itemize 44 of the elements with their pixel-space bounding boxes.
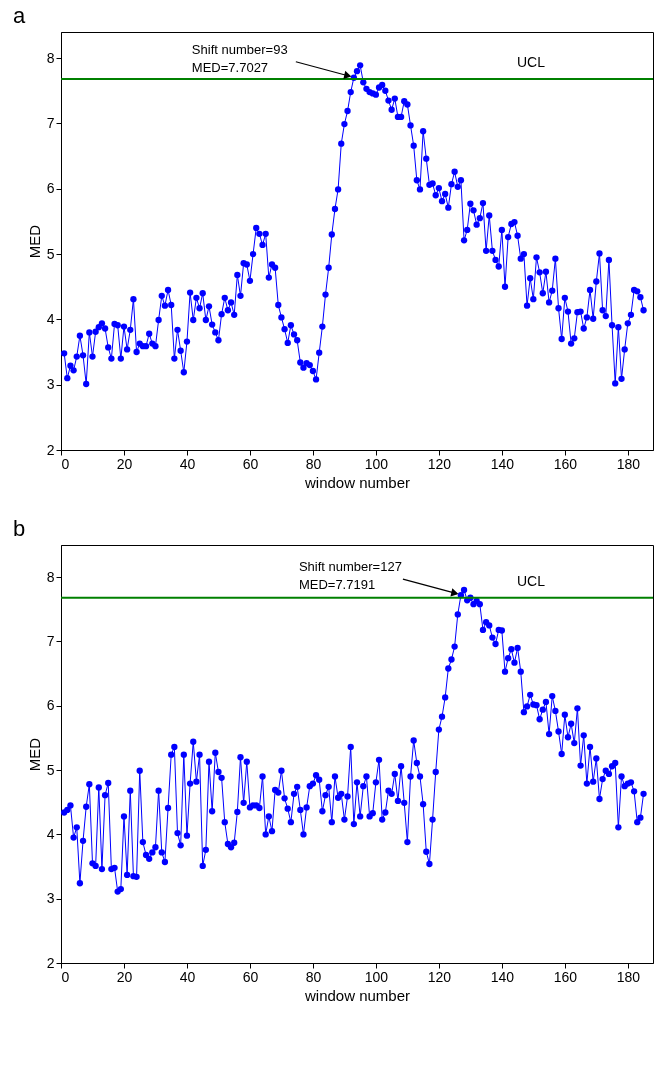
x-tick-label: 20 bbox=[116, 455, 133, 472]
x-tick-label: 20 bbox=[116, 968, 133, 985]
y-axis-title: MED bbox=[25, 737, 43, 772]
y-tick-label: 3 bbox=[46, 890, 55, 907]
y-tick-label: 2 bbox=[46, 441, 55, 458]
chart-title: b bbox=[13, 516, 26, 541]
y-tick-label: 2 bbox=[46, 954, 55, 971]
x-tick-label: 80 bbox=[305, 455, 322, 472]
x-tick-label: 120 bbox=[427, 968, 452, 985]
ref-line-label: UCL bbox=[516, 54, 546, 71]
x-axis-title: window number bbox=[303, 986, 411, 1004]
x-tick-label: 120 bbox=[427, 455, 452, 472]
x-tick-label: 0 bbox=[61, 455, 70, 472]
y-tick-label: 5 bbox=[46, 245, 55, 262]
x-tick-label: 0 bbox=[61, 968, 70, 985]
y-tick-label: 4 bbox=[46, 825, 55, 842]
y-tick-label: 5 bbox=[46, 761, 55, 778]
x-tick-label: 60 bbox=[242, 455, 259, 472]
ref-line-label: UCL bbox=[516, 572, 546, 589]
y-tick-label: 8 bbox=[46, 49, 55, 66]
x-tick-label: 160 bbox=[553, 455, 578, 472]
y-tick-label: 8 bbox=[46, 568, 55, 585]
x-tick-label: 160 bbox=[553, 968, 578, 985]
x-tick-label: 80 bbox=[305, 968, 322, 985]
x-tick-label: 60 bbox=[242, 968, 259, 985]
y-tick-label: 6 bbox=[46, 180, 55, 197]
y-tick-label: 4 bbox=[46, 310, 55, 327]
x-tick-label: 100 bbox=[364, 968, 389, 985]
annotation: Shift number=127 MED=7.7191 bbox=[298, 559, 402, 593]
y-tick-label: 6 bbox=[46, 697, 55, 714]
x-axis-title: window number bbox=[303, 473, 411, 491]
x-tick-label: 180 bbox=[616, 455, 641, 472]
x-tick-label: 40 bbox=[179, 968, 196, 985]
x-tick-label: 140 bbox=[490, 455, 515, 472]
y-axis-title: MED bbox=[25, 224, 43, 259]
x-tick-label: 100 bbox=[364, 455, 389, 472]
y-tick-label: 3 bbox=[46, 376, 55, 393]
y-tick-label: 7 bbox=[46, 114, 55, 131]
x-tick-label: 140 bbox=[490, 968, 515, 985]
x-tick-label: 40 bbox=[179, 455, 196, 472]
annotation: Shift number=93 MED=7.7027 bbox=[191, 41, 288, 75]
chart-title: a bbox=[13, 3, 26, 28]
y-tick-label: 7 bbox=[46, 632, 55, 649]
x-tick-label: 180 bbox=[616, 968, 641, 985]
